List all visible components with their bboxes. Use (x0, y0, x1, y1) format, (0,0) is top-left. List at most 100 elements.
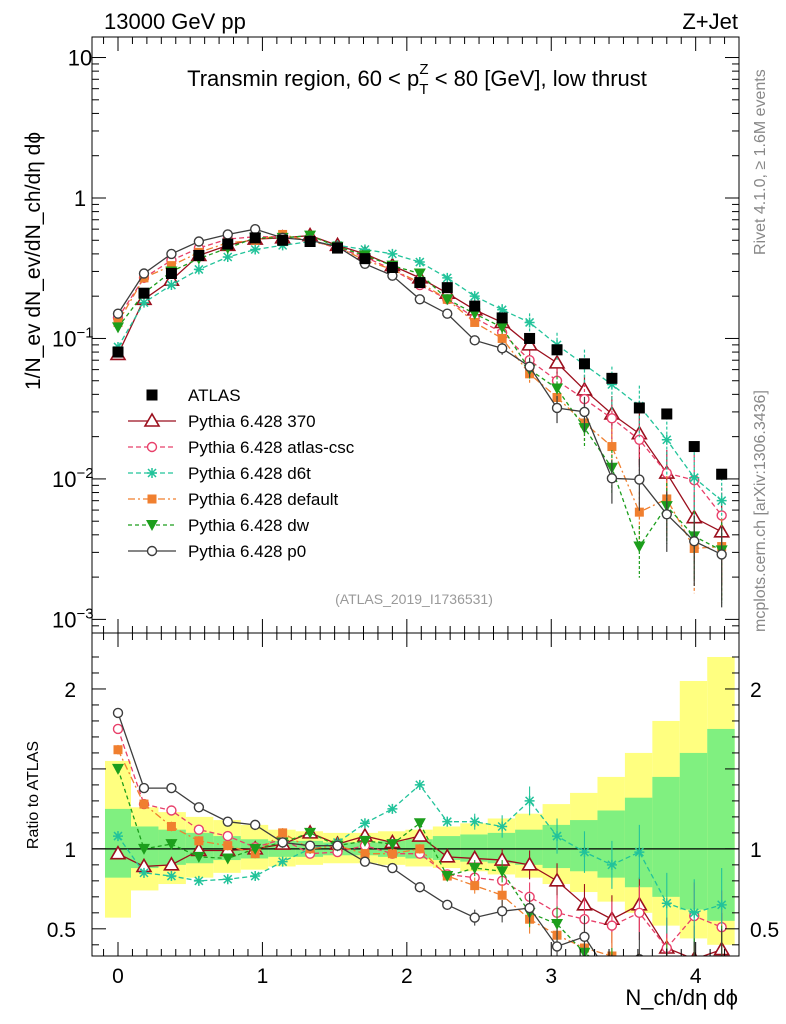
main-ytick-label: 10−1 (52, 324, 94, 351)
data-point (442, 308, 453, 319)
x-tick-label: 4 (690, 965, 702, 988)
data-point (165, 268, 177, 280)
ratio-frame (91, 632, 740, 957)
data-point (496, 343, 508, 354)
band-stat (570, 820, 598, 872)
ratio-point (496, 866, 509, 878)
legend-entry: Pythia 6.428 dw (128, 516, 310, 535)
data-point (414, 294, 426, 305)
data-point (607, 442, 617, 452)
data-point (496, 322, 509, 334)
ratio-point (358, 835, 371, 847)
ratio-ylabel: Ratio to ATLAS (25, 741, 42, 849)
main-ytick-label: 10−2 (52, 465, 94, 492)
data-point (497, 333, 507, 343)
data-point (222, 252, 233, 263)
header-left: 13000 GeV pp (104, 9, 246, 34)
ratio-point (716, 899, 727, 910)
data-point (689, 472, 700, 483)
data-point (606, 413, 618, 424)
ratio-point (548, 872, 566, 887)
data-point (606, 372, 618, 384)
ratio-point (166, 782, 177, 794)
ratio-point (414, 779, 425, 790)
data-point (469, 335, 480, 346)
title-pre: Transmin region, 60 < p (187, 66, 419, 91)
ratio-point (415, 844, 425, 854)
legend-entry: Pythia 6.428 d6t (128, 464, 311, 483)
data-point (634, 434, 645, 445)
ratio-series-pythia-6-428-d6t (112, 779, 727, 947)
data-point (496, 312, 508, 324)
ratio-point (414, 882, 426, 893)
ratio-point (163, 856, 180, 871)
ratio-point (222, 816, 233, 827)
ratio-point (359, 818, 370, 829)
ratio-point (717, 956, 726, 965)
header-right: Z+Jet (682, 9, 738, 34)
legend-marker (147, 494, 157, 504)
legend-label: Pythia 6.428 p0 (188, 542, 306, 561)
data-point (442, 272, 453, 283)
ratio-point (524, 902, 535, 914)
data-point (193, 249, 205, 261)
rivet-version-text: Rivet 4.1.0, ≥ 1.6M events (752, 69, 769, 255)
ratio-ytick-label: 2 (64, 679, 76, 702)
ratio-point (113, 745, 123, 755)
data-point (166, 280, 177, 291)
legend-marker (146, 520, 158, 531)
ratio-line (117, 768, 591, 956)
ratio-point (249, 819, 261, 831)
ratio-point (277, 856, 288, 867)
data-point (249, 223, 261, 235)
data-point (606, 379, 617, 390)
series-atlas (112, 232, 728, 480)
ratio-point (222, 874, 233, 885)
ratio-point (579, 931, 590, 943)
data-point (250, 244, 261, 255)
ratio-ytick-label-right: 1 (750, 839, 762, 862)
data-point (551, 402, 563, 414)
ratio-point (521, 856, 538, 871)
ratio-point (221, 853, 234, 865)
data-point (359, 253, 371, 265)
data-point (497, 304, 508, 315)
ratio-point (689, 907, 700, 918)
ratio-point (166, 871, 177, 882)
legend-marker (146, 441, 158, 453)
data-point (689, 536, 700, 547)
x-tick-label: 3 (545, 965, 557, 988)
data-point (138, 268, 150, 279)
data-point (716, 468, 728, 480)
data-point (633, 402, 645, 414)
ratio-point (222, 830, 233, 842)
band-stat (652, 776, 680, 897)
ratio-point (551, 919, 564, 931)
main-ytick-label: 10−3 (52, 605, 94, 632)
x-tick-label: 0 (112, 965, 124, 988)
data-point (524, 361, 535, 372)
ratio-point (139, 799, 149, 809)
ratio-point (304, 840, 316, 851)
ratio-point (194, 836, 204, 846)
data-point (166, 248, 177, 260)
ratio-point (277, 837, 288, 848)
ratio-point (497, 890, 507, 900)
ratio-ytick-label: 0.5 (47, 919, 76, 942)
ratio-point (579, 847, 590, 858)
data-point (332, 242, 344, 254)
main-ytick-label: 10 (68, 46, 92, 71)
ratio-point (138, 867, 149, 878)
ratio-point (551, 941, 563, 952)
ratio-point (411, 827, 429, 842)
ratio-ytick-label: 1 (64, 839, 76, 862)
data-point (661, 509, 672, 520)
ratio-point (634, 847, 645, 858)
ratio-point (111, 763, 124, 775)
ratio-point (387, 803, 398, 814)
ratio-ytick-label-right: 0.5 (750, 919, 779, 942)
data-point (138, 297, 149, 308)
ratio-point (249, 843, 262, 855)
data-point (277, 234, 289, 246)
data-point (469, 300, 481, 312)
